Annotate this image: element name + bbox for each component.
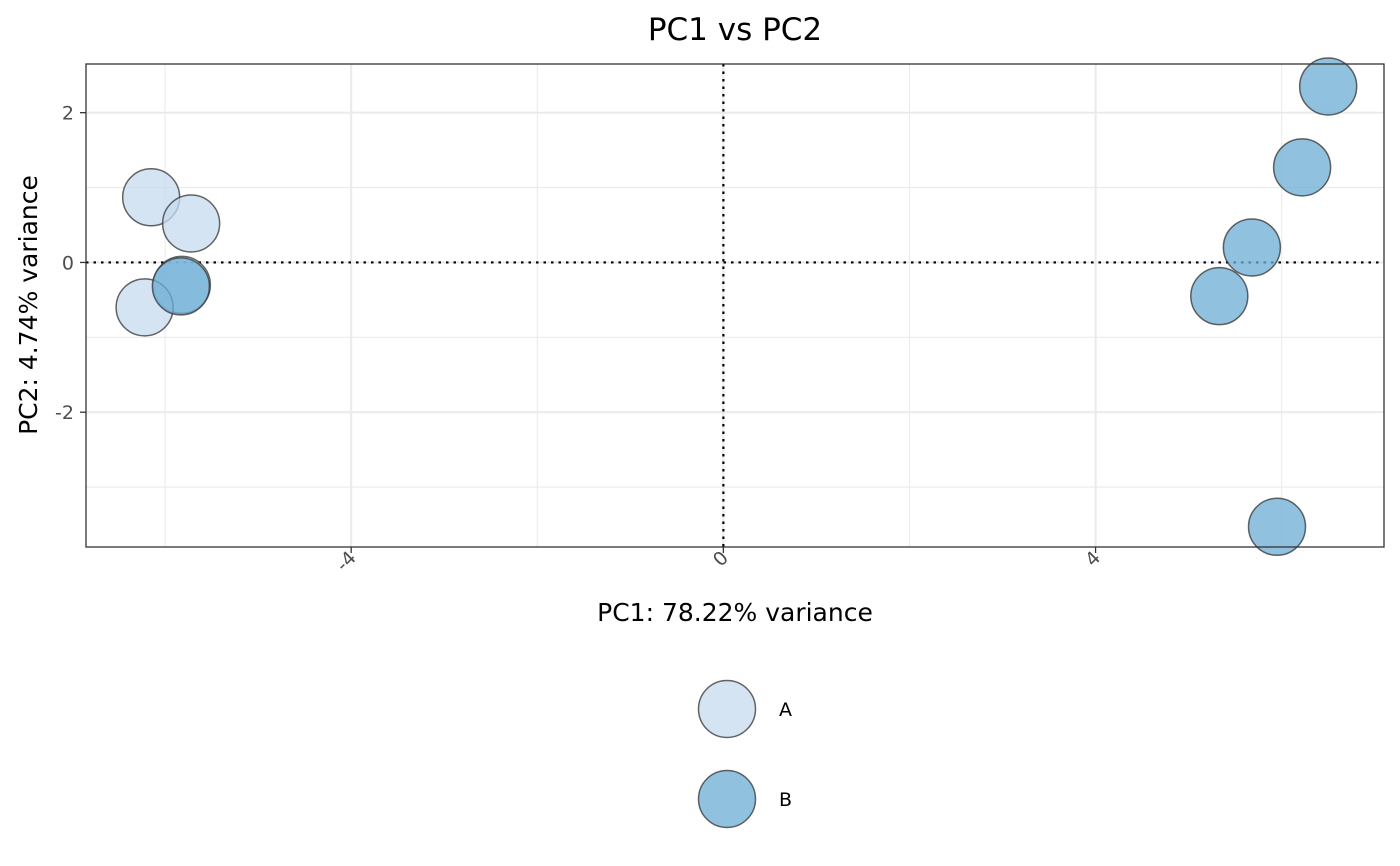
y-axis: 2 0 -2 — [55, 103, 86, 424]
y-tick-label: -2 — [55, 402, 74, 424]
panel-background — [86, 64, 1384, 547]
point-b-5 — [1190, 266, 1249, 326]
minor-grid — [86, 64, 1384, 547]
point-a-2 — [161, 194, 221, 253]
legend-key-a — [697, 679, 757, 739]
legend-label-a: A — [779, 699, 792, 721]
legend: AB — [697, 679, 792, 829]
point-b-1 — [151, 257, 211, 316]
point-b-4 — [1222, 218, 1282, 277]
x-tick-label: 0 — [709, 547, 733, 571]
chart-title: PC1 vs PC2 — [648, 12, 822, 48]
panel-border — [85, 63, 1385, 548]
point-b-3 — [1272, 138, 1332, 197]
x-axis-title: PC1: 78.22% variance — [597, 598, 873, 627]
y-tick-label: 0 — [62, 252, 74, 274]
data-points — [115, 57, 1358, 557]
plot-panel — [85, 57, 1385, 557]
legend-key-b — [697, 769, 757, 829]
x-tick-label: 4 — [1081, 547, 1105, 571]
y-axis-title: PC2: 4.74% variance — [14, 175, 43, 435]
point-b-2 — [1298, 57, 1358, 116]
point-b-6 — [1247, 497, 1307, 557]
y-tick-label: 2 — [62, 103, 74, 125]
x-tick-label: -4 — [332, 547, 361, 576]
legend-label-b: B — [779, 789, 792, 811]
x-axis: -4 0 4 — [332, 547, 1105, 576]
